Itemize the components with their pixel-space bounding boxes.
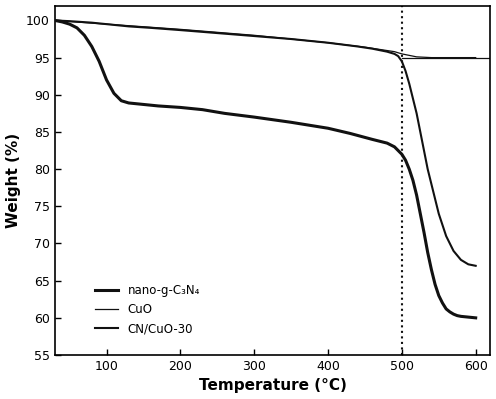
CN/CuO-30 [178,28,184,32]
CN/CuO-30 [251,34,257,38]
nano-g-C₃N₄ [89,44,95,49]
nano-g-C₃N₄ [391,144,397,149]
CN/CuO-30 [391,51,397,56]
CuO [325,40,331,45]
CN/CuO-30 [89,20,95,25]
nano-g-C₃N₄ [370,137,375,142]
CuO [458,55,464,60]
nano-g-C₃N₄ [96,59,102,64]
CuO [443,55,449,60]
nano-g-C₃N₄ [429,267,434,272]
nano-g-C₃N₄ [443,306,449,311]
CuO [104,22,110,27]
nano-g-C₃N₄ [251,115,257,119]
nano-g-C₃N₄ [450,312,456,316]
CN/CuO-30 [370,46,375,51]
nano-g-C₃N₄ [111,91,117,96]
nano-g-C₃N₄ [52,18,58,23]
nano-g-C₃N₄ [125,101,131,105]
nano-g-C₃N₄ [432,282,438,287]
nano-g-C₃N₄ [199,107,205,112]
CN/CuO-30 [355,44,361,49]
X-axis label: Temperature (°C): Temperature (°C) [199,378,347,393]
CN/CuO-30 [429,182,434,186]
nano-g-C₃N₄ [222,111,228,116]
CN/CuO-30 [410,96,416,101]
CN/CuO-30 [450,249,456,253]
nano-g-C₃N₄ [473,316,479,320]
nano-g-C₃N₄ [104,77,110,82]
CN/CuO-30 [52,18,58,23]
CuO [251,33,257,38]
CuO [362,45,368,49]
CN/CuO-30 [325,40,331,45]
nano-g-C₃N₄ [59,20,65,24]
CN/CuO-30 [384,49,390,54]
nano-g-C₃N₄ [399,152,405,157]
CN/CuO-30 [66,19,72,24]
Legend: nano-g-C₃N₄, CuO, CN/CuO-30: nano-g-C₃N₄, CuO, CN/CuO-30 [91,281,204,339]
CN/CuO-30 [443,234,449,239]
nano-g-C₃N₄ [425,250,431,255]
CN/CuO-30 [414,111,420,116]
CuO [178,27,184,32]
CN/CuO-30 [125,24,131,29]
nano-g-C₃N₄ [347,131,353,136]
nano-g-C₃N₄ [439,300,445,305]
nano-g-C₃N₄ [454,313,460,318]
CN/CuO-30 [465,262,471,267]
nano-g-C₃N₄ [447,310,453,314]
CuO [473,55,479,60]
nano-g-C₃N₄ [119,98,124,103]
CN/CuO-30 [399,59,405,64]
nano-g-C₃N₄ [414,193,420,198]
Line: nano-g-C₃N₄: nano-g-C₃N₄ [55,20,476,318]
nano-g-C₃N₄ [417,211,423,216]
CN/CuO-30 [104,22,110,27]
CN/CuO-30 [406,81,412,86]
CN/CuO-30 [395,54,401,59]
CN/CuO-30 [417,130,423,134]
nano-g-C₃N₄ [178,105,184,110]
nano-g-C₃N₄ [421,230,427,235]
CN/CuO-30 [425,167,431,172]
nano-g-C₃N₄ [66,22,72,27]
CuO [429,55,434,60]
nano-g-C₃N₄ [74,26,80,30]
nano-g-C₃N₄ [140,102,146,107]
CN/CuO-30 [288,37,294,41]
CN/CuO-30 [458,257,464,262]
CuO [391,49,397,54]
nano-g-C₃N₄ [410,178,416,183]
nano-g-C₃N₄ [436,293,442,298]
nano-g-C₃N₄ [406,167,412,172]
CN/CuO-30 [473,263,479,268]
Line: CuO: CuO [55,20,476,57]
CN/CuO-30 [421,148,427,153]
CN/CuO-30 [214,31,220,36]
CN/CuO-30 [403,69,409,73]
nano-g-C₃N₄ [133,101,139,106]
nano-g-C₃N₄ [458,314,464,319]
CuO [406,53,412,58]
CuO [399,51,405,56]
nano-g-C₃N₄ [155,104,161,109]
nano-g-C₃N₄ [81,33,87,38]
nano-g-C₃N₄ [384,141,390,146]
CN/CuO-30 [436,211,442,216]
nano-g-C₃N₄ [465,315,471,320]
CN/CuO-30 [148,26,154,30]
nano-g-C₃N₄ [403,158,409,163]
nano-g-C₃N₄ [325,126,331,130]
CuO [52,18,58,23]
Line: CN/CuO-30: CN/CuO-30 [55,20,476,266]
CuO [414,55,420,59]
Y-axis label: Weight (%): Weight (%) [5,133,20,228]
nano-g-C₃N₄ [288,120,294,125]
